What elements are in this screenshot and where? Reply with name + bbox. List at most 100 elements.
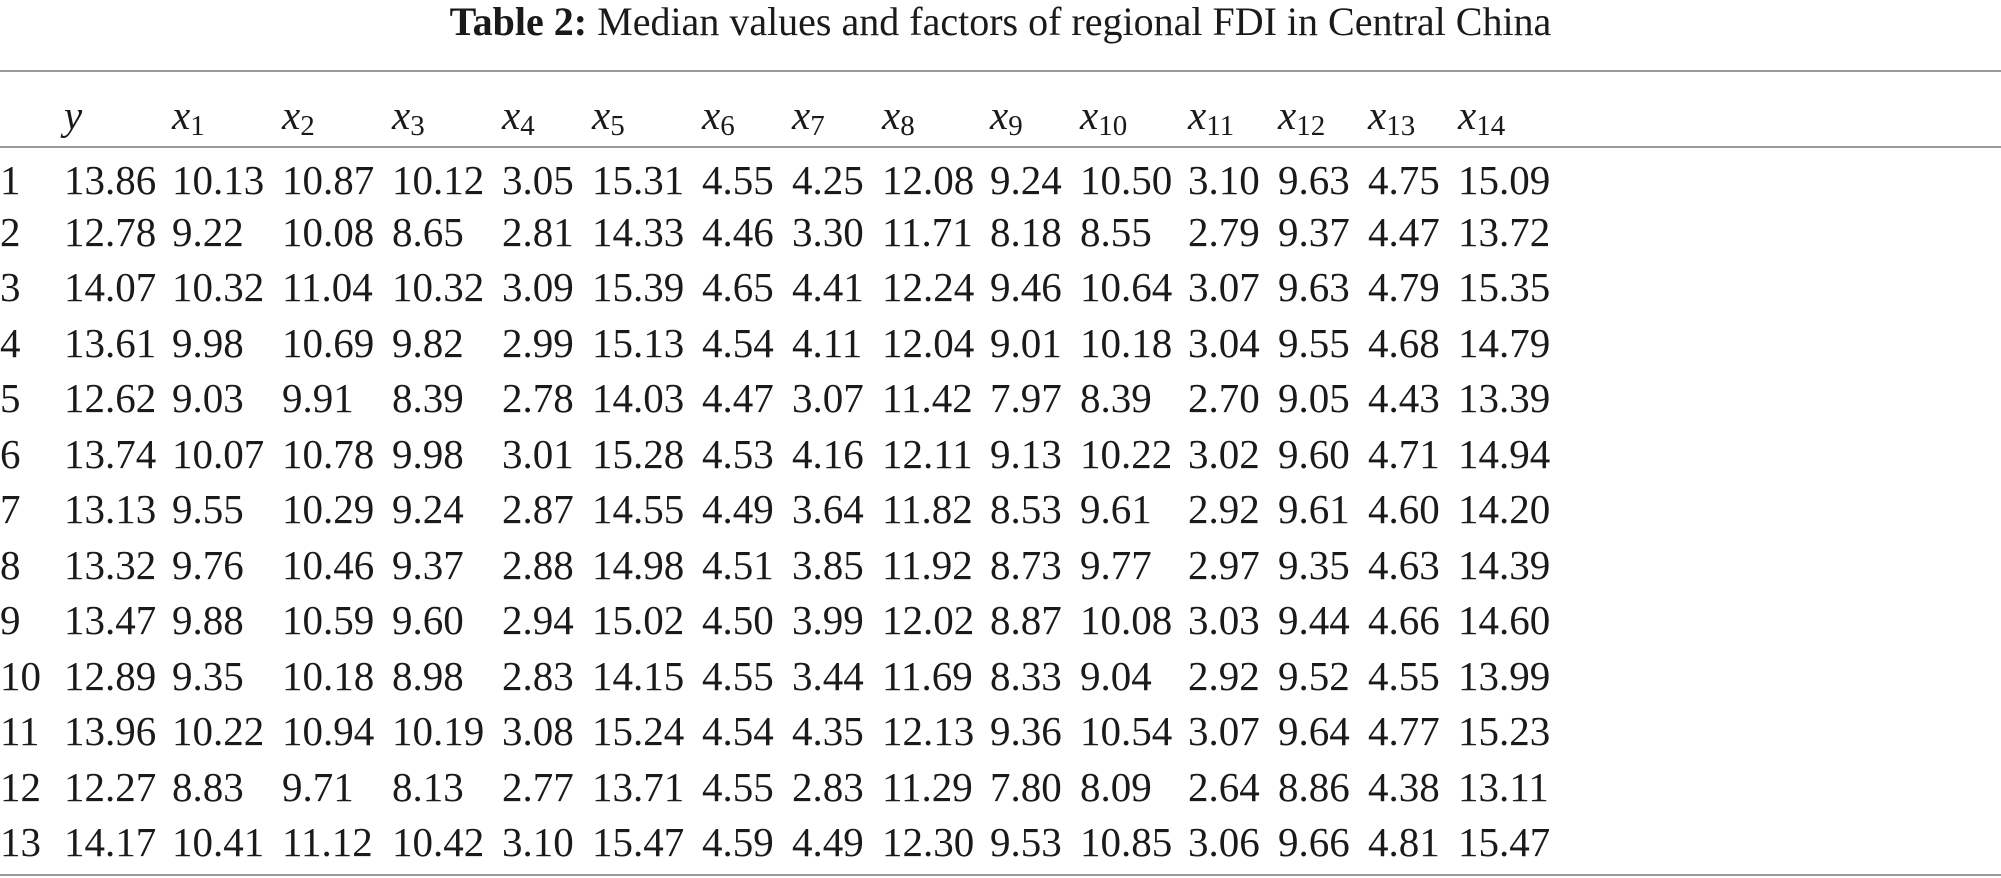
table-cell: 3.30 [792,208,864,255]
table-cell: 13.11 [1458,763,1549,810]
column-header-symbol: x [1458,92,1477,138]
table-cell: 9.44 [1278,597,1350,644]
table-cell: 13.74 [64,430,157,477]
table-cell: 13.96 [64,708,157,755]
table-row: 1 13.86 10.13 10.87 10.12 3.05 15.31 4.55 4.25 12… [0,146,1554,204]
table-cell: 12.13 [882,708,975,755]
table-cell: 8.39 [392,375,464,422]
table-cell: 2.97 [1188,541,1260,588]
table-cell: 2.92 [1188,652,1260,699]
column-header-subscript: 8 [900,110,915,142]
table-cell: 13.86 [64,157,157,203]
column-header-index [0,84,64,146]
column-header-symbol: x [990,92,1009,138]
table-cell: 14.60 [1458,597,1551,644]
row-index-cell: 1 [0,157,21,203]
table-cell: 10.12 [392,157,485,203]
table-cell: 15.28 [592,430,685,477]
header-rule [0,146,2001,148]
table-cell: 3.07 [792,375,864,422]
column-header-symbol: x [592,92,611,138]
table-cell: 13.61 [64,319,157,366]
table-cell: 14.79 [1458,319,1551,366]
table-cell: 9.60 [1278,430,1350,477]
table-cell: 10.22 [1080,430,1173,477]
row-index-cell: 9 [0,597,21,644]
column-header-x14: x14 [1458,84,1554,146]
table-cell: 11.69 [882,652,973,699]
table-cell: 8.55 [1080,208,1152,255]
table-cell: 4.54 [702,708,774,755]
column-header-subscript: 14 [1476,110,1506,142]
table-cell: 13.47 [64,597,157,644]
table-cell: 11.82 [882,486,973,533]
table-cell: 9.64 [1278,708,1350,755]
table-cell: 9.24 [990,157,1062,203]
table-cell: 4.49 [702,486,774,533]
table-cell: 9.63 [1278,264,1350,311]
table-cell: 10.22 [172,708,265,755]
table-cell: 2.64 [1188,763,1260,810]
table-cell: 10.07 [172,430,265,477]
table-cell: 11.71 [882,208,973,255]
table-cell: 4.77 [1368,708,1440,755]
table-header: y x1 x2 x3 x4 x5 x6 x7 x8 x9 x10 x11 x12 x13 x14 [0,84,1554,146]
table-body: 1 13.86 10.13 10.87 10.12 3.05 15.31 4.55 4.25 12… [0,146,1554,870]
table-cell: 3.05 [502,157,574,203]
row-index-cell: 7 [0,486,21,533]
table-cell: 10.32 [392,264,485,311]
table-cell: 15.23 [1458,708,1551,755]
table-cell: 3.64 [792,486,864,533]
table-cell: 2.79 [1188,208,1260,255]
table-row: 8 13.32 9.76 10.46 9.37 2.88 14.98 4.51 3.85 11.9… [0,537,1554,593]
column-header-symbol: x [792,92,811,138]
table-cell: 9.71 [282,763,354,810]
table-cell: 2.99 [502,319,574,366]
column-header-subscript: 11 [1206,110,1235,142]
table-cell: 9.35 [1278,541,1350,588]
table-cell: 10.19 [392,708,485,755]
column-header-x5: x5 [592,84,702,146]
table-cell: 8.65 [392,208,464,255]
table-cell: 3.04 [1188,319,1260,366]
table-cell: 2.77 [502,763,574,810]
table-cell: 12.02 [882,597,975,644]
column-header-x2: x2 [282,84,392,146]
column-header-symbol: x [882,92,901,138]
row-index-cell: 3 [0,264,21,311]
table-cell: 12.62 [64,375,157,422]
table-cell: 15.39 [592,264,685,311]
column-header-x9: x9 [990,84,1080,146]
table-cell: 3.10 [1188,157,1260,203]
table-cell: 9.36 [990,708,1062,755]
table-row: 5 12.62 9.03 9.91 8.39 2.78 14.03 4.47 3.07 11.42… [0,371,1554,427]
row-index-cell: 11 [0,708,40,755]
table-cell: 9.35 [172,652,244,699]
row-index-cell: 8 [0,541,21,588]
table-cell: 12.27 [64,763,157,810]
table-cell: 8.98 [392,652,464,699]
column-header-x4: x4 [502,84,592,146]
column-header-symbol: x [392,92,411,138]
column-header-subscript: 1 [190,110,205,142]
table-cell: 2.70 [1188,375,1260,422]
table-cell: 10.18 [1080,319,1173,366]
table-cell: 8.87 [990,597,1062,644]
table-cell: 9.05 [1278,375,1350,422]
table-cell: 4.71 [1368,430,1440,477]
table-cell: 9.63 [1278,157,1350,203]
table-cell: 3.07 [1188,264,1260,311]
table-cell: 12.11 [882,430,973,477]
table-cell: 9.37 [392,541,464,588]
table-cell: 9.22 [172,208,244,255]
table-cell: 12.08 [882,157,975,203]
table-cell: 10.54 [1080,708,1173,755]
table-cell: 9.24 [392,486,464,533]
row-index-cell: 6 [0,430,21,477]
column-header-x1: x1 [172,84,282,146]
table-cell: 10.87 [282,157,375,203]
table-cell: 10.94 [282,708,375,755]
table-cell: 10.69 [282,319,375,366]
column-header-symbol: x [1080,92,1099,138]
table-cell: 9.04 [1080,652,1152,699]
